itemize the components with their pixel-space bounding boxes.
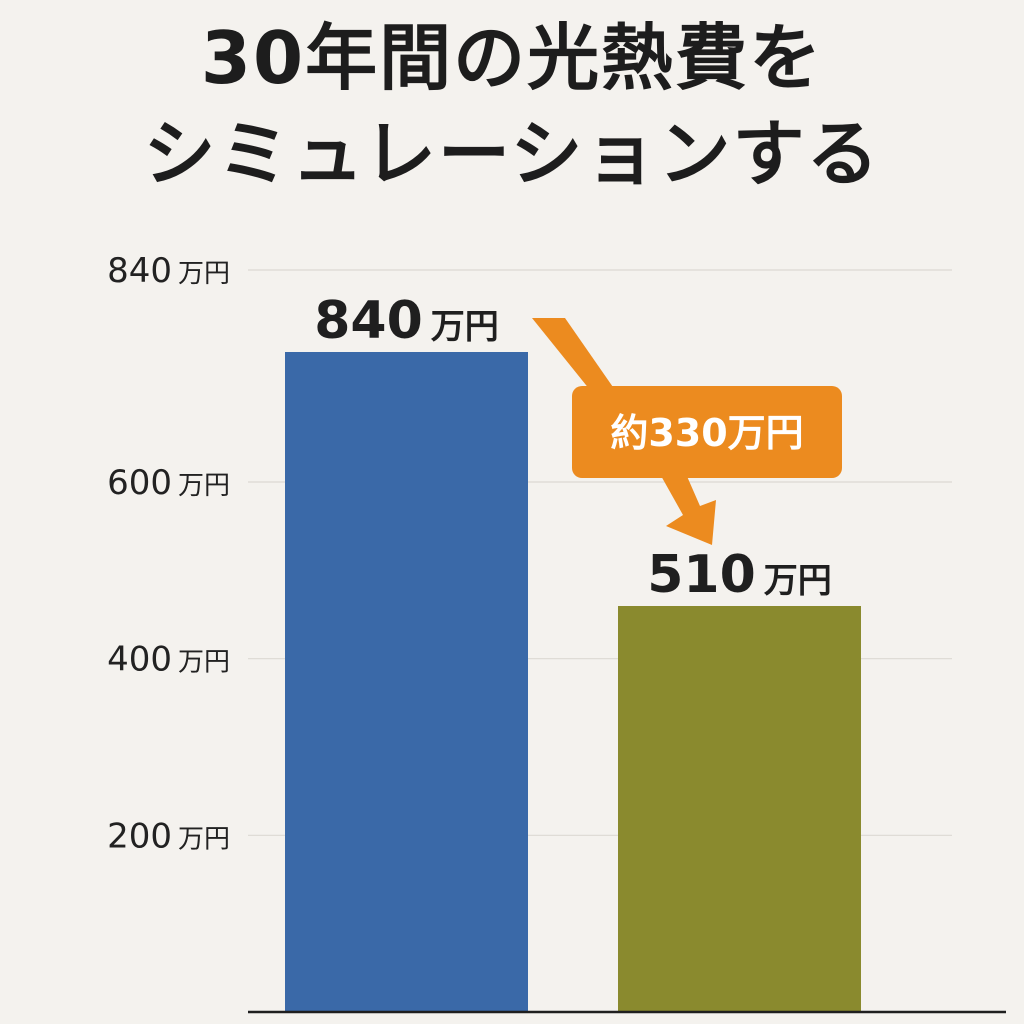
data-label-1: 840 万円 bbox=[314, 291, 499, 351]
y-tick-label: 600 万円 bbox=[107, 463, 230, 503]
bar-1 bbox=[285, 352, 528, 1012]
difference-arrow-upper bbox=[532, 318, 615, 390]
bar-2 bbox=[618, 606, 861, 1012]
difference-arrow-head bbox=[660, 474, 716, 545]
title-line-1: 30年間の光熱費を bbox=[200, 16, 824, 100]
difference-badge bbox=[572, 386, 842, 478]
data-label-2: 510 万円 bbox=[647, 545, 832, 605]
title-line-2: シミュレーションする bbox=[143, 112, 881, 196]
y-tick-label: 840 万円 bbox=[107, 251, 230, 291]
y-tick-label: 400 万円 bbox=[107, 640, 230, 680]
difference-label: 約330万円 bbox=[610, 411, 803, 455]
y-tick-label: 200 万円 bbox=[107, 816, 230, 856]
